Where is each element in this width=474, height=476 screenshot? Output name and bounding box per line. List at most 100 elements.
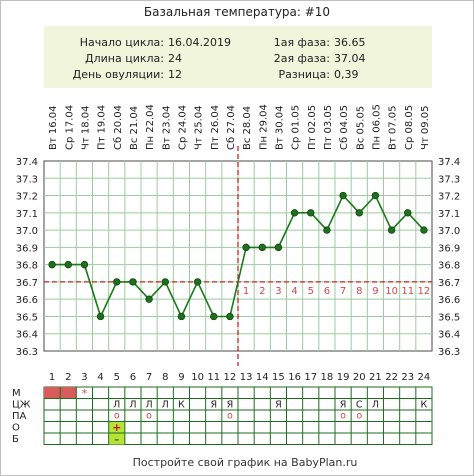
date-labels: Вт 16.04 Ср 17.04 Чт 18.04 Пт 19.04 Сб 20.04… bbox=[48, 104, 431, 150]
temperature-point bbox=[274, 243, 283, 252]
date-label: Пн 29.04 bbox=[258, 104, 269, 150]
x-tick-label: 13 bbox=[240, 372, 253, 383]
luteal-day-label: 2 bbox=[259, 286, 265, 297]
date-label: Пт 02.05 bbox=[307, 105, 318, 150]
y-tick-label: 36.7 bbox=[438, 278, 460, 289]
table-row-label: ПА bbox=[12, 411, 27, 422]
date-label: Чт 09.05 bbox=[420, 106, 431, 151]
temperature-point bbox=[96, 312, 105, 321]
x-tick-label: 21 bbox=[369, 372, 382, 383]
luteal-day-label: 6 bbox=[324, 286, 330, 297]
date-label: Вт 30.04 bbox=[274, 106, 285, 151]
x-tick-label: 12 bbox=[224, 372, 237, 383]
temperature-point bbox=[290, 209, 299, 217]
pa-cell-text: о bbox=[227, 411, 233, 422]
date-label: Вс 21.04 bbox=[129, 106, 140, 150]
pregnancy-test-text: – bbox=[114, 435, 119, 446]
menstruation-cell bbox=[60, 387, 77, 399]
luteal-day-label: 10 bbox=[385, 286, 398, 297]
y-axis-left: 37.4 37.3 37.2 37.1 37.0 36.9 36.8 36.7 36.6 36.5… bbox=[16, 157, 38, 358]
temperature-point bbox=[145, 295, 153, 303]
date-label: Ср 17.04 bbox=[64, 105, 75, 150]
x-tick-label: 4 bbox=[97, 372, 103, 383]
x-tick-label: 20 bbox=[353, 372, 366, 383]
date-label: Вс 05.05 bbox=[355, 106, 366, 150]
y-tick-label: 37.0 bbox=[438, 226, 460, 237]
date-label: Сб 04.05 bbox=[339, 105, 350, 150]
temperature-point bbox=[177, 312, 186, 321]
cz-cell-text: Л bbox=[146, 400, 153, 411]
x-tick-label: 1 bbox=[49, 372, 55, 383]
footer-credit: Постройте свой график на BabyPlan.ru bbox=[133, 456, 358, 469]
x-tick-label: 24 bbox=[418, 372, 431, 383]
date-label: Ср 24.04 bbox=[177, 105, 188, 150]
ovulation-test-text: + bbox=[112, 421, 121, 434]
info-label: 2ая фаза: bbox=[274, 52, 330, 65]
temperature-point bbox=[193, 278, 202, 286]
date-label: Пт 26.04 bbox=[210, 105, 221, 150]
y-axis-right: 37.4 37.3 37.2 37.1 37.0 36.9 36.8 36.7 36.6 36.5… bbox=[438, 157, 460, 358]
table-row-label: ЦЖ bbox=[12, 400, 31, 411]
x-tick-label: 22 bbox=[385, 372, 398, 383]
info-value: 16.04.2019 bbox=[168, 36, 231, 49]
x-tick-label: 16 bbox=[288, 372, 301, 383]
y-tick-label: 37.1 bbox=[16, 209, 38, 220]
cz-cell-text: Я bbox=[340, 400, 347, 411]
y-tick-label: 36.9 bbox=[16, 243, 38, 254]
y-tick-label: 36.5 bbox=[438, 312, 460, 323]
temperature-point bbox=[226, 312, 234, 321]
cz-cell-text: Я bbox=[210, 400, 217, 411]
temperature-point bbox=[371, 191, 380, 200]
info-label: Начало цикла: bbox=[80, 36, 164, 49]
info-label: 1ая фаза: bbox=[274, 36, 330, 49]
cz-cell-text: К bbox=[421, 400, 428, 411]
date-label: Вт 16.04 bbox=[48, 106, 59, 151]
cz-cell-text: Л bbox=[372, 400, 379, 411]
y-tick-label: 37.4 bbox=[16, 157, 38, 168]
date-label: Чт 25.04 bbox=[194, 106, 205, 151]
temperature-point bbox=[210, 312, 218, 321]
temperature-point bbox=[258, 243, 266, 252]
x-tick-label: 15 bbox=[272, 372, 285, 383]
temperature-point bbox=[64, 260, 72, 269]
x-axis-days: 1 2 3 4 5 6 7 8 9 10 11 12 13 14 15 16 17 18 19 20 21 22 23 24 bbox=[49, 372, 430, 383]
info-value: 37.04 bbox=[334, 52, 366, 65]
temperature-point bbox=[420, 226, 428, 234]
y-tick-label: 37.3 bbox=[16, 174, 38, 185]
x-tick-label: 14 bbox=[256, 372, 269, 383]
info-label: Длина цикла: bbox=[85, 52, 164, 65]
y-tick-label: 37.4 bbox=[438, 157, 460, 168]
info-label: День овуляции: bbox=[73, 68, 164, 81]
cz-cell-text: Л bbox=[129, 400, 136, 411]
date-label: Пн 22.04 bbox=[145, 104, 156, 150]
luteal-day-label: 9 bbox=[372, 286, 378, 297]
y-tick-label: 36.8 bbox=[16, 261, 38, 272]
cz-cell-text: Л bbox=[113, 400, 120, 411]
date-label: Вт 07.05 bbox=[388, 106, 399, 151]
cz-cell-text: Я bbox=[275, 400, 282, 411]
temperature-point bbox=[242, 243, 250, 252]
date-label: Пн 06.05 bbox=[371, 104, 382, 150]
luteal-day-label: 1 bbox=[243, 286, 249, 297]
table-row-label: О bbox=[12, 423, 20, 434]
luteal-day-label: 5 bbox=[308, 286, 314, 297]
info-panel bbox=[44, 26, 432, 88]
x-tick-label: 9 bbox=[178, 372, 184, 383]
y-tick-label: 36.8 bbox=[438, 261, 460, 272]
y-tick-label: 36.7 bbox=[16, 278, 38, 289]
y-tick-label: 36.6 bbox=[16, 295, 38, 306]
date-label: Сб 27.04 bbox=[226, 105, 237, 150]
temperature-point bbox=[113, 278, 121, 286]
menstruation-cell bbox=[44, 387, 61, 399]
luteal-day-label: 7 bbox=[340, 286, 346, 297]
x-tick-label: 8 bbox=[162, 372, 168, 383]
x-tick-label: 10 bbox=[191, 372, 204, 383]
date-label: Ср 01.05 bbox=[291, 105, 302, 150]
spotting-mark: * bbox=[82, 387, 88, 400]
date-label: Пт 03.05 bbox=[323, 105, 334, 150]
x-tick-label: 2 bbox=[65, 372, 71, 383]
